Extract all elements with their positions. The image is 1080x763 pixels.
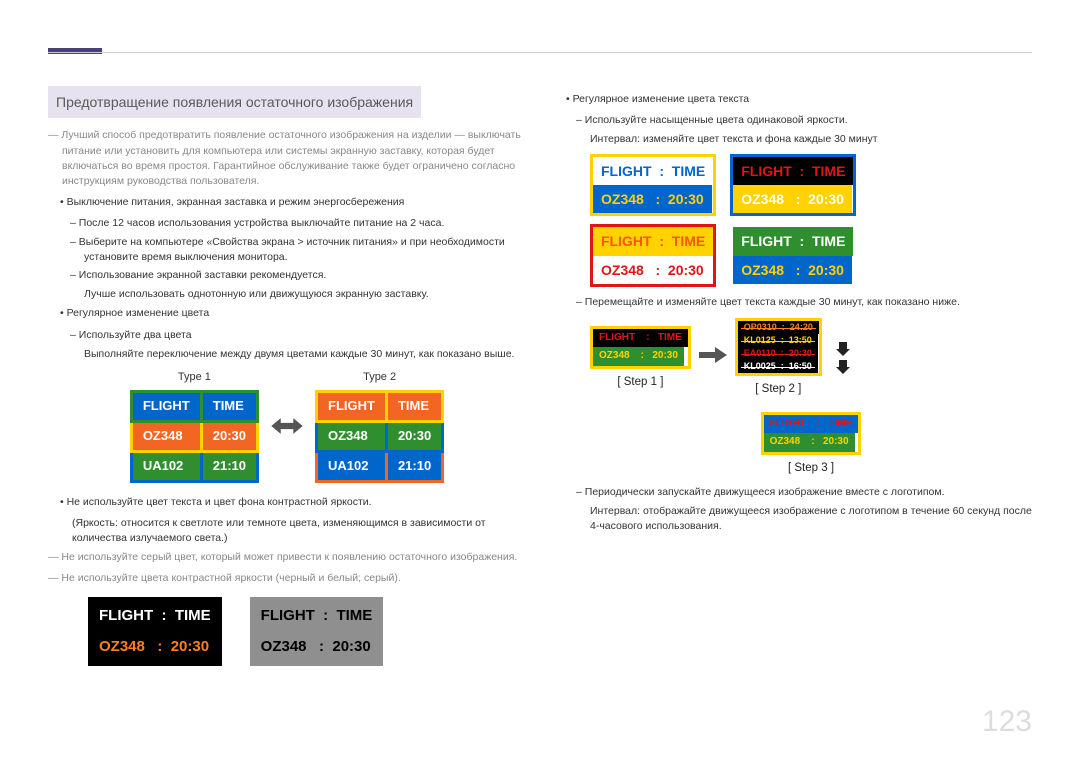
page-number: 123 bbox=[982, 705, 1032, 739]
dash-list: Используйте насыщенные цвета одинаковой … bbox=[554, 113, 1032, 128]
header-accent bbox=[48, 48, 102, 54]
step2-label: [ Step 2 ] bbox=[735, 381, 822, 398]
list-item: Периодически запускайте движущееся изобр… bbox=[590, 485, 1032, 500]
step3-label: [ Step 3 ] bbox=[761, 460, 862, 477]
list-item: Используйте два цвета bbox=[84, 328, 526, 343]
list-item: Выберите на компьютере «Свойства экрана … bbox=[84, 235, 526, 265]
sub-text: Выполняйте переключение между двумя цвет… bbox=[48, 347, 526, 362]
gray-note: Не используйте серый цвет, который может… bbox=[48, 550, 526, 565]
list-item: После 12 часов использования устройства … bbox=[84, 216, 526, 231]
sub-text: (Яркость: относится к светлоте или темно… bbox=[48, 516, 526, 546]
color-sample-a: FLIGHT : TIMEOZ348 : 20:30 bbox=[590, 154, 716, 217]
color-sample-c: FLIGHT : TIMEOZ348 : 20:30 bbox=[590, 224, 716, 287]
intro-text: Лучший способ предотвратить появление ос… bbox=[48, 128, 526, 189]
right-column: Регулярное изменение цвета текста Исполь… bbox=[554, 60, 1032, 680]
list-item: Регулярное изменение цвета текста bbox=[578, 92, 1032, 107]
contrast-example-row: FLIGHT : TIMEOZ348 : 20:30 FLIGHT : TIME… bbox=[88, 597, 526, 667]
type1-col: Type 1 FLIGHTTIMEOZ34820:30UA10221:10 bbox=[130, 370, 259, 482]
step3-col: FLIGHT : TIMEOZ348 : 20:30 [ Step 3 ] bbox=[761, 412, 862, 477]
flight-table-type1: FLIGHTTIMEOZ34820:30UA10221:10 bbox=[130, 390, 259, 483]
type2-label: Type 2 bbox=[315, 370, 444, 386]
step1-label: [ Step 1 ] bbox=[590, 374, 691, 391]
step2-table: OP0310 : 24:20KL0125 : 13:50EA0110 : 20:… bbox=[735, 318, 822, 376]
left-column: Предотвращение появления остаточного изо… bbox=[48, 60, 526, 680]
color-sample-d: FLIGHT : TIMEOZ348 : 20:30 bbox=[730, 224, 856, 287]
bullet-list: Не используйте цвет текста и цвет фона к… bbox=[48, 495, 526, 510]
gray-note: Не используйте цвета контрастной яркости… bbox=[48, 571, 526, 586]
sub-text: Интервал: изменяйте цвет текста и фона к… bbox=[554, 132, 1032, 147]
type-comparison-row: Type 1 FLIGHTTIMEOZ34820:30UA10221:10 Ty… bbox=[48, 370, 526, 482]
section-heading: Предотвращение появления остаточного изо… bbox=[48, 86, 421, 118]
type1-label: Type 1 bbox=[130, 370, 259, 386]
step3-table: FLIGHT : TIMEOZ348 : 20:30 bbox=[761, 412, 862, 455]
board-gray: FLIGHT : TIMEOZ348 : 20:30 bbox=[250, 597, 384, 667]
dash-list: Перемещайте и изменяйте цвет текста кажд… bbox=[554, 295, 1032, 310]
sub-text: Интервал: отображайте движущееся изображ… bbox=[554, 504, 1032, 534]
arrow-right-icon bbox=[699, 345, 727, 370]
dash-list: После 12 часов использования устройства … bbox=[48, 216, 526, 283]
list-item: Перемещайте и изменяйте цвет текста кажд… bbox=[590, 295, 1032, 310]
list-item: Не используйте цвет текста и цвет фона к… bbox=[72, 495, 526, 510]
color-sample-b: FLIGHT : TIMEOZ348 : 20:30 bbox=[730, 154, 856, 217]
step2-col: OP0310 : 24:20KL0125 : 13:50EA0110 : 20:… bbox=[735, 318, 822, 398]
bullet-list: Выключение питания, экранная заставка и … bbox=[48, 195, 526, 210]
bullet-list: Регулярное изменение цвета bbox=[48, 306, 526, 321]
sub-text: Лучше использовать однотонную или движущ… bbox=[48, 287, 526, 302]
step1-table: FLIGHT : TIMEOZ348 : 20:30 bbox=[590, 326, 691, 369]
down-arrows-icon bbox=[836, 342, 850, 374]
dash-list: Используйте два цвета bbox=[48, 328, 526, 343]
board-black: FLIGHT : TIMEOZ348 : 20:30 bbox=[88, 597, 222, 667]
dash-list: Периодически запускайте движущееся изобр… bbox=[554, 485, 1032, 500]
flight-table-type2: FLIGHTTIMEOZ34820:30UA10221:10 bbox=[315, 390, 444, 483]
steps-block: FLIGHT : TIMEOZ348 : 20:30 [ Step 1 ] OP… bbox=[554, 318, 1032, 477]
quad-row-2: FLIGHT : TIMEOZ348 : 20:30 FLIGHT : TIME… bbox=[590, 224, 1032, 287]
list-item: Выключение питания, экранная заставка и … bbox=[72, 195, 526, 210]
bullet-list: Регулярное изменение цвета текста bbox=[554, 92, 1032, 107]
quad-row-1: FLIGHT : TIMEOZ348 : 20:30 FLIGHT : TIME… bbox=[590, 154, 1032, 217]
steps-row-3: FLIGHT : TIMEOZ348 : 20:30 [ Step 3 ] bbox=[590, 412, 1032, 477]
list-item: Использование экранной заставки рекоменд… bbox=[84, 268, 526, 283]
steps-row-12: FLIGHT : TIMEOZ348 : 20:30 [ Step 1 ] OP… bbox=[590, 318, 1032, 398]
page-body: Предотвращение появления остаточного изо… bbox=[0, 0, 1080, 720]
header-rule bbox=[48, 52, 1032, 53]
list-item: Регулярное изменение цвета bbox=[72, 306, 526, 321]
step1-col: FLIGHT : TIMEOZ348 : 20:30 [ Step 1 ] bbox=[590, 326, 691, 391]
list-item: Используйте насыщенные цвета одинаковой … bbox=[590, 113, 1032, 128]
type2-col: Type 2 FLIGHTTIMEOZ34820:30UA10221:10 bbox=[315, 370, 444, 482]
swap-arrow-icon bbox=[271, 415, 303, 437]
